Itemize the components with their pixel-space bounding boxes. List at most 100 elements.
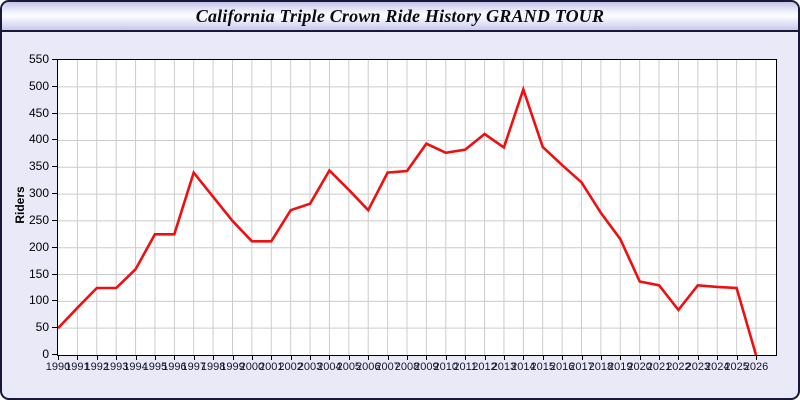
x-tick-mark [562,356,564,360]
x-tick-label: 2021 [646,361,672,373]
y-tick-mark [52,59,57,60]
title-bar: California Triple Crown Ride History GRA… [2,2,798,32]
x-tick-mark [232,356,234,360]
plot-area [57,59,777,356]
x-tick-label: 2013 [491,361,517,373]
y-tick-label: 250 [28,212,49,227]
x-tick-mark [348,356,350,360]
y-tick-label: 150 [28,266,49,281]
x-tick-label: 2009 [414,361,439,373]
x-tick-mark [116,356,118,360]
y-tick-label: 450 [28,105,49,120]
x-tick-mark [271,356,273,360]
y-tick-label: 200 [28,239,49,254]
x-tick-mark [290,356,292,360]
x-tick-mark [310,356,312,360]
x-tick-label: 2025 [724,361,749,373]
x-tick-mark [697,356,699,360]
x-tick-mark [77,356,79,360]
x-tick-mark [251,356,253,360]
x-tick-label: 1990 [45,361,71,373]
x-tick-label: 2022 [666,361,691,373]
x-tick-label: 2006 [355,361,381,373]
y-tick-mark [52,139,57,141]
x-tick-label: 2005 [336,361,362,373]
x-tick-mark [484,356,486,360]
y-tick-mark [52,273,57,275]
x-tick-mark [678,356,680,360]
y-tick-label: 400 [28,132,49,147]
x-tick-mark [600,356,602,360]
x-tick-mark [542,356,544,360]
x-tick-mark [523,356,525,360]
x-tick-label: 2001 [259,361,284,373]
x-tick-label: 1991 [65,361,90,373]
y-tick-label: 350 [28,159,49,174]
x-tick-label: 2004 [317,361,342,373]
y-tick-label: 100 [28,293,49,308]
x-tick-label: 2002 [278,361,303,373]
y-tick-mark [52,354,57,355]
y-tick-label: 500 [28,78,49,93]
x-tick-label: 2007 [375,361,400,373]
x-tick-mark [503,356,505,360]
x-tick-mark [407,356,408,360]
y-tick-mark [52,300,57,302]
y-tick-mark [52,327,57,329]
x-tick-label: 1998 [200,361,226,373]
x-tick-mark [213,356,215,360]
x-tick-mark [387,356,389,360]
x-tick-mark [445,356,447,360]
x-tick-mark [756,356,757,360]
x-tick-label: 1996 [162,361,187,373]
x-tick-label: 1993 [103,361,129,373]
riders-data-line [58,85,758,355]
y-tick-mark [52,246,57,248]
y-tick-label: 0 [42,347,49,361]
line-chart [58,60,776,355]
x-tick-label: 2026 [743,361,769,373]
x-tick-label: 2010 [433,361,458,373]
x-tick-mark [581,356,583,360]
x-tick-label: 2014 [511,361,536,373]
y-tick-label: 300 [28,186,49,201]
x-tick-label: 2016 [549,361,575,373]
y-tick-label: 550 [28,52,49,66]
x-tick-mark [329,356,331,360]
y-tick-mark [52,85,57,87]
x-tick-mark [426,356,428,360]
x-tick-label: 2008 [394,361,420,373]
x-tick-label: 2003 [297,361,323,373]
x-tick-mark [135,356,137,360]
x-tick-label: 2012 [472,361,497,373]
x-tick-mark [174,356,176,360]
y-tick-mark [52,219,57,221]
x-tick-label: 2017 [569,361,594,373]
x-tick-label: 1994 [123,361,148,373]
x-tick-label: 1995 [142,361,168,373]
x-tick-label: 2000 [239,361,265,373]
x-tick-label: 2011 [453,361,477,373]
x-tick-mark [717,356,719,360]
x-tick-mark [193,356,195,360]
x-tick-label: 2020 [627,361,652,373]
x-tick-label: 1992 [84,361,109,373]
x-tick-mark [368,356,370,360]
y-tick-mark [52,112,57,114]
y-tick-mark [52,166,57,168]
x-tick-label: 2023 [685,361,711,373]
x-tick-mark [639,356,641,360]
x-tick-mark [620,356,622,360]
x-tick-label: 1999 [220,361,245,373]
x-tick-label: 2015 [530,361,555,373]
chart-title: California Triple Crown Ride History GRA… [195,5,605,26]
y-tick-mark [52,193,57,195]
x-tick-mark [96,356,98,360]
x-tick-mark [736,356,738,360]
y-tick-label: 50 [35,320,49,335]
x-tick-label: 1997 [181,361,206,373]
x-tick-mark [154,356,156,360]
x-tick-label: 2018 [588,361,614,373]
